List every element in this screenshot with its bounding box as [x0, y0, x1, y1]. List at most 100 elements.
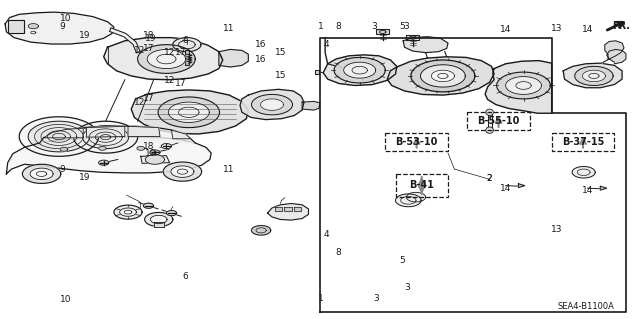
Polygon shape: [8, 20, 24, 33]
Polygon shape: [120, 208, 136, 216]
Text: 18: 18: [143, 31, 154, 40]
Bar: [396, 174, 448, 197]
Text: 1: 1: [319, 22, 324, 31]
Polygon shape: [323, 55, 397, 85]
Polygon shape: [131, 90, 248, 134]
Polygon shape: [86, 126, 125, 137]
Polygon shape: [137, 146, 145, 150]
Polygon shape: [28, 24, 38, 29]
Text: 4: 4: [324, 230, 329, 239]
Polygon shape: [19, 117, 99, 156]
Polygon shape: [582, 70, 605, 82]
Text: 15: 15: [275, 48, 286, 57]
Polygon shape: [406, 35, 419, 40]
Bar: [385, 133, 448, 151]
Polygon shape: [334, 57, 385, 83]
Ellipse shape: [486, 127, 493, 133]
Polygon shape: [252, 94, 292, 115]
Polygon shape: [150, 215, 167, 224]
Text: 3: 3: [372, 22, 377, 31]
Text: 19: 19: [79, 31, 90, 40]
Polygon shape: [145, 155, 164, 164]
Polygon shape: [30, 168, 53, 180]
Text: B-55-10: B-55-10: [477, 116, 520, 126]
Polygon shape: [420, 65, 465, 87]
Polygon shape: [173, 38, 201, 52]
Text: 14: 14: [582, 25, 593, 34]
Polygon shape: [260, 99, 284, 110]
Text: 16: 16: [255, 40, 267, 48]
Text: SEA4-B1100A: SEA4-B1100A: [557, 302, 614, 311]
Text: 19: 19: [145, 149, 156, 158]
Polygon shape: [294, 207, 301, 211]
Polygon shape: [600, 186, 607, 190]
Text: B-41: B-41: [410, 180, 434, 190]
Text: 6: 6: [183, 272, 188, 281]
Text: 14: 14: [582, 186, 593, 195]
Text: 18: 18: [143, 142, 154, 151]
Polygon shape: [376, 29, 389, 34]
Polygon shape: [141, 156, 170, 163]
Text: 6: 6: [183, 36, 188, 45]
Polygon shape: [6, 137, 211, 174]
Text: 12: 12: [134, 46, 145, 55]
Text: 2: 2: [487, 174, 492, 183]
Polygon shape: [138, 45, 195, 73]
Polygon shape: [403, 37, 448, 53]
Text: 13: 13: [551, 24, 563, 33]
Text: 3: 3: [404, 22, 409, 31]
Polygon shape: [497, 72, 550, 99]
Polygon shape: [22, 164, 61, 183]
Polygon shape: [161, 144, 172, 149]
Text: 11: 11: [223, 24, 235, 33]
Polygon shape: [168, 102, 209, 122]
Text: 17: 17: [143, 44, 154, 53]
Text: 17: 17: [143, 94, 154, 103]
Text: 4: 4: [324, 40, 329, 49]
Polygon shape: [44, 128, 83, 138]
Polygon shape: [83, 126, 129, 149]
Polygon shape: [607, 49, 626, 64]
Polygon shape: [411, 60, 475, 92]
Polygon shape: [387, 57, 494, 95]
Bar: [552, 133, 614, 151]
Polygon shape: [240, 89, 304, 120]
Polygon shape: [154, 222, 164, 227]
Text: 8: 8: [335, 22, 340, 31]
Polygon shape: [172, 130, 191, 139]
Text: 17: 17: [175, 48, 186, 57]
Text: 3: 3: [404, 283, 410, 292]
Text: 14: 14: [500, 184, 511, 193]
Text: B-37-15: B-37-15: [562, 137, 604, 147]
Ellipse shape: [486, 109, 493, 115]
Polygon shape: [158, 97, 220, 128]
Polygon shape: [488, 112, 492, 130]
Text: 5: 5: [399, 256, 404, 265]
Polygon shape: [219, 49, 248, 67]
Polygon shape: [315, 70, 319, 74]
Polygon shape: [150, 150, 160, 155]
Polygon shape: [114, 205, 142, 219]
Polygon shape: [145, 212, 173, 226]
Polygon shape: [563, 63, 622, 88]
Polygon shape: [99, 146, 106, 150]
Text: 16: 16: [255, 55, 267, 63]
Polygon shape: [506, 77, 541, 94]
Text: 12: 12: [164, 48, 175, 57]
Polygon shape: [252, 226, 271, 235]
Text: 5: 5: [399, 22, 404, 31]
Text: 9: 9: [60, 22, 65, 31]
Text: 11: 11: [223, 165, 235, 174]
Polygon shape: [128, 126, 160, 137]
Text: 9: 9: [60, 165, 65, 174]
Polygon shape: [275, 207, 282, 211]
Polygon shape: [166, 211, 177, 216]
Polygon shape: [268, 204, 308, 220]
Polygon shape: [5, 12, 114, 44]
Polygon shape: [302, 101, 320, 110]
Polygon shape: [99, 160, 109, 165]
Text: 3: 3: [373, 294, 378, 303]
Text: 10: 10: [60, 14, 71, 23]
Text: 14: 14: [500, 25, 511, 34]
Polygon shape: [396, 194, 421, 207]
